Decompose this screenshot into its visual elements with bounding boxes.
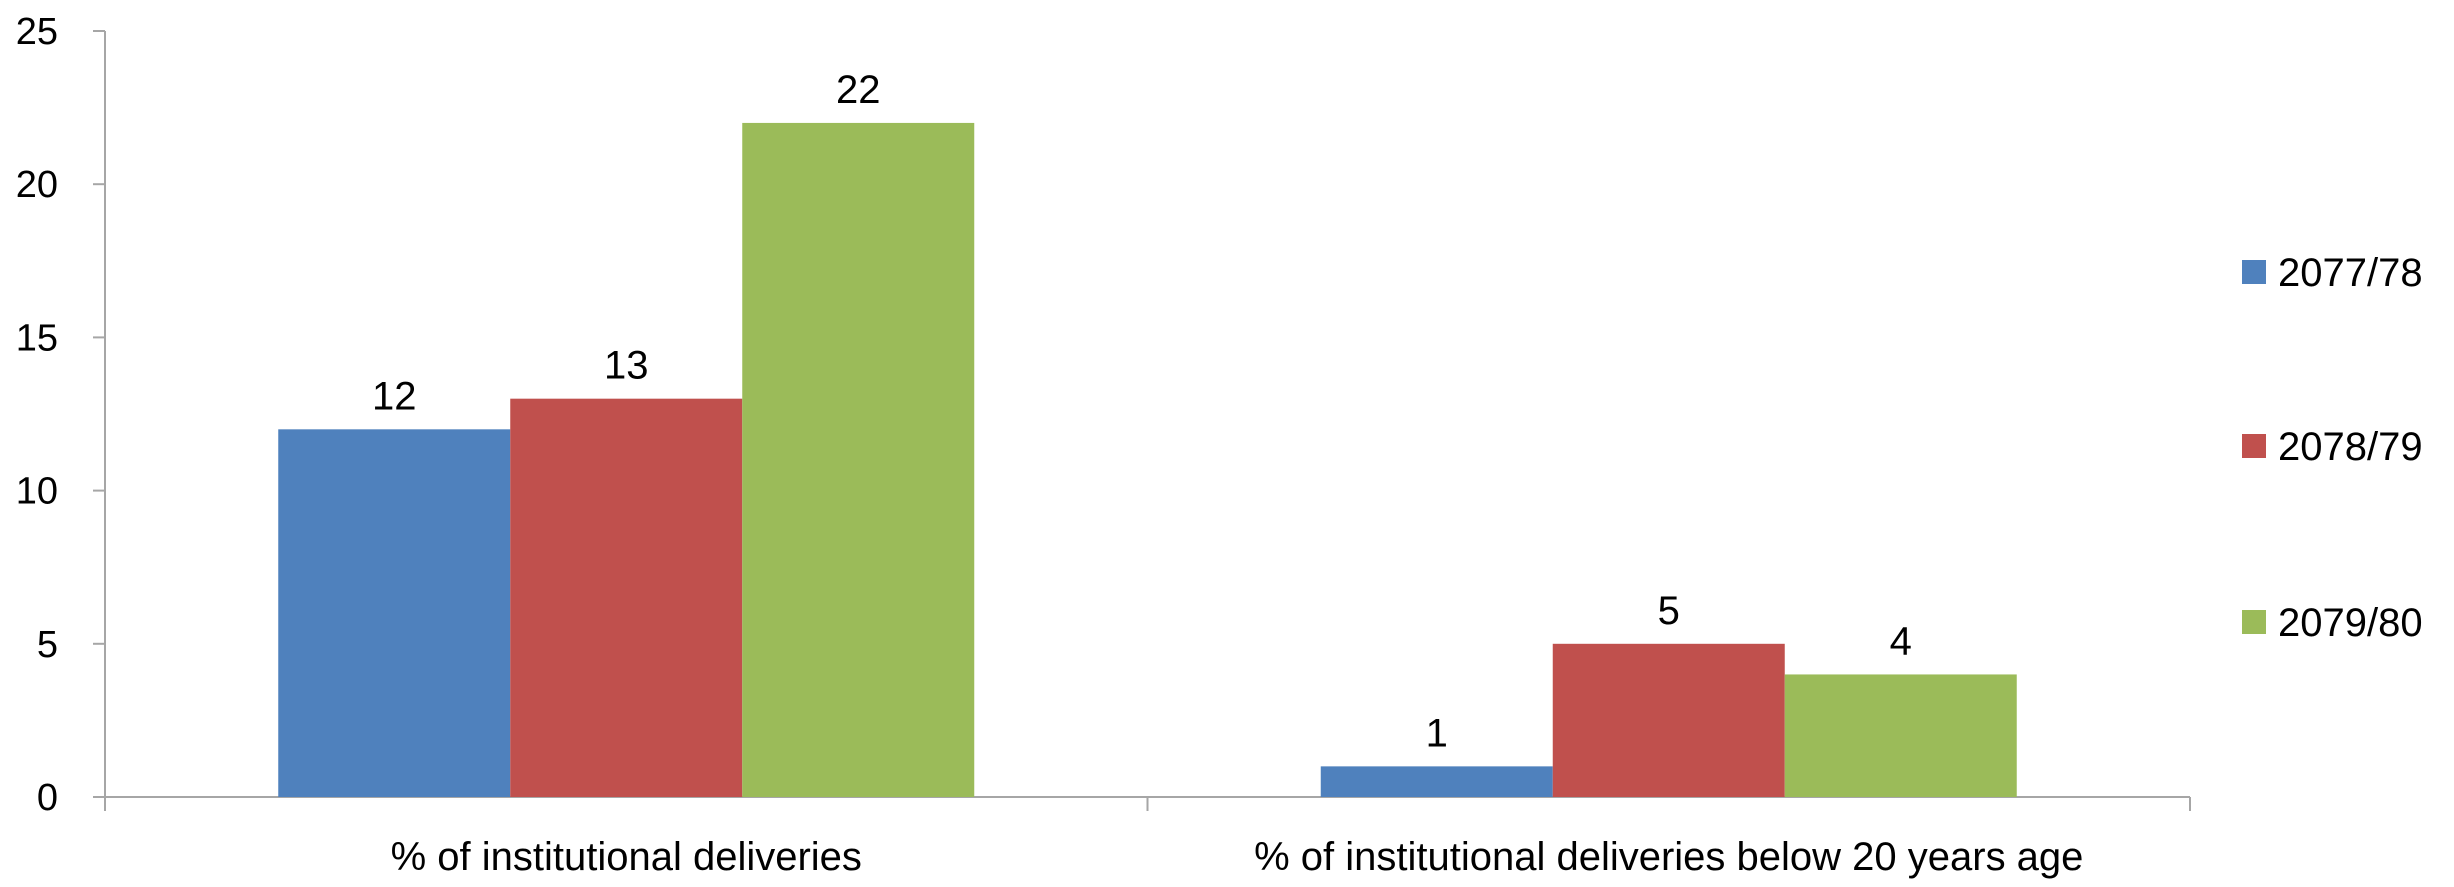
bar-data-label: 5 <box>1658 589 1680 633</box>
y-tick-label: 15 <box>16 317 58 359</box>
legend-label: 2079/80 <box>2278 601 2423 645</box>
y-tick-label: 10 <box>16 471 58 513</box>
bar-data-label: 13 <box>604 344 649 388</box>
legend-label: 2078/79 <box>2278 425 2423 469</box>
bar <box>510 398 743 797</box>
bar <box>1784 674 2017 797</box>
bar-data-label: 4 <box>1890 619 1912 663</box>
data-labels: 12 13 22 1 5 4 <box>372 68 1912 755</box>
bars <box>278 122 2017 798</box>
legend-swatch <box>2242 434 2266 458</box>
legend-label: 2077/78 <box>2278 251 2423 295</box>
bar <box>1320 766 1553 797</box>
y-tick-label: 20 <box>16 164 58 206</box>
x-category-label: % of institutional deliveries below 20 y… <box>1254 835 2083 879</box>
y-tick-label: 25 <box>16 11 58 53</box>
bar-data-label: 22 <box>836 68 881 112</box>
legend: 2077/78 2078/79 2079/80 <box>2242 251 2423 645</box>
bar <box>742 122 975 798</box>
x-category-label: % of institutional deliveries <box>391 835 862 879</box>
bar-data-label: 12 <box>372 374 417 418</box>
y-tick-label: 5 <box>37 624 58 666</box>
bar-data-label: 1 <box>1426 711 1448 755</box>
legend-swatch <box>2242 260 2266 284</box>
bar <box>1552 643 1785 797</box>
legend-swatch <box>2242 610 2266 634</box>
bar <box>278 429 511 797</box>
y-tick-label: 0 <box>37 777 58 819</box>
